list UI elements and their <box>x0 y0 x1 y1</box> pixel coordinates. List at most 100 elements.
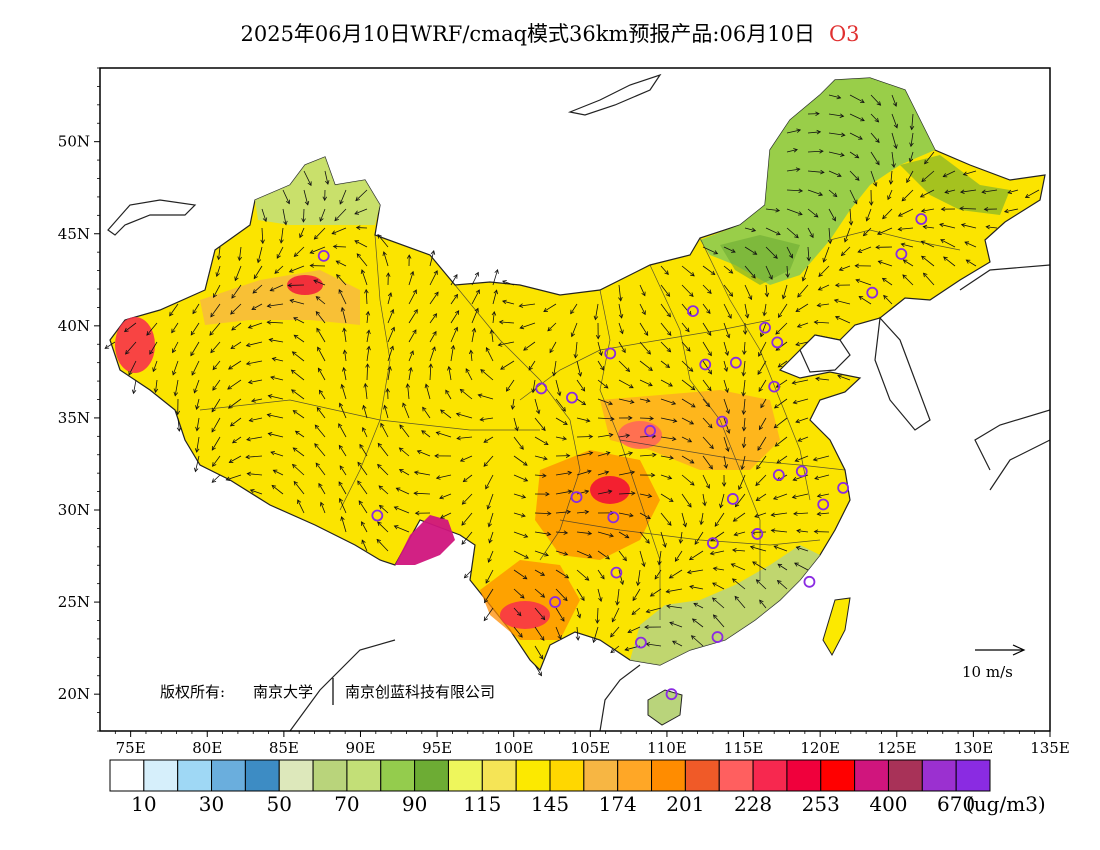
legend-swatch <box>955 759 991 792</box>
lat-tick-label: 20N <box>58 685 90 703</box>
wind-arrow <box>744 227 757 233</box>
wind-arrow <box>793 511 809 516</box>
wind-arrow <box>510 398 516 410</box>
lat-tick-label: 25N <box>58 593 90 611</box>
wind-arrow <box>513 531 529 538</box>
wind-arrow <box>615 588 620 606</box>
wind-arrow <box>639 284 646 297</box>
wind-arrow <box>405 383 411 400</box>
wind-arrow <box>378 504 389 514</box>
wind-arrow <box>712 582 725 590</box>
wind-arrow <box>456 435 473 441</box>
wind-arrow <box>807 111 820 117</box>
wind-arrow <box>334 208 347 222</box>
wind-arrow <box>576 451 594 457</box>
wind-arrow <box>669 621 683 628</box>
wind-arrow <box>229 417 242 427</box>
wind-arrow <box>645 607 662 614</box>
wind-arrow <box>406 254 412 267</box>
wind-arrow <box>776 455 788 464</box>
wind-arrow <box>270 375 284 381</box>
wind-arrow <box>690 635 704 647</box>
wind-arrow <box>744 303 750 319</box>
wind-arrow <box>639 341 651 355</box>
wind-arrow <box>335 260 347 267</box>
wind-arrow <box>468 349 474 362</box>
wind-arrow <box>734 595 746 609</box>
wind-arrow <box>211 417 221 433</box>
legend-tick-label: 670 <box>937 792 976 816</box>
wind-arrow <box>555 607 565 622</box>
wind-arrow <box>555 379 562 397</box>
wind-arrow <box>210 303 221 318</box>
legend-swatch <box>109 759 145 792</box>
wind-arrow <box>402 402 410 419</box>
wind-arrow <box>1024 189 1040 198</box>
wind-arrow <box>576 607 582 619</box>
wind-arrow <box>723 341 730 356</box>
wind-arrow <box>944 189 956 194</box>
wind-arrow <box>597 379 609 389</box>
wind-arrow <box>776 579 788 590</box>
legend-tick-label: 30 <box>198 792 225 816</box>
wind-arrow <box>794 455 809 462</box>
wind-arrow <box>440 409 452 419</box>
wind-arrow <box>172 360 179 376</box>
wind-arrow <box>267 432 284 438</box>
station-marker <box>634 636 647 649</box>
wind-arrow <box>723 284 734 297</box>
wind-arrow <box>660 417 678 423</box>
wind-arrow <box>814 474 830 481</box>
wind-arrow <box>480 369 494 381</box>
wind-arrow <box>513 417 519 432</box>
wind-arrow <box>721 474 727 487</box>
wind-arrow <box>983 206 998 212</box>
wind-arrow <box>660 436 677 442</box>
wind-arrow <box>506 379 515 392</box>
wind-arrow <box>940 206 956 212</box>
wind-arrow <box>597 341 603 357</box>
wind-reference-label: 10 m/s <box>962 663 1013 681</box>
wind-arrow <box>668 569 683 579</box>
wind-arrow <box>131 379 137 395</box>
wind-arrow <box>773 417 788 429</box>
wind-arrow <box>338 481 347 495</box>
wind-arrow <box>534 398 541 415</box>
wind-arrow <box>534 511 552 516</box>
wind-arrow <box>595 607 600 624</box>
wind-arrow <box>817 284 830 291</box>
wind-arrow <box>445 389 452 400</box>
wind-arrow <box>485 347 494 362</box>
wind-arrow <box>428 363 433 381</box>
wind-arrow <box>762 303 767 317</box>
wind-arrow <box>387 308 395 324</box>
wind-arrow <box>666 604 683 609</box>
wind-arrow <box>754 512 767 518</box>
wind-arrow <box>152 360 158 373</box>
wind-arrow <box>408 366 413 381</box>
wind-arrow <box>576 588 585 602</box>
wind-arrow <box>342 366 347 381</box>
legend-swatch <box>278 759 314 792</box>
northeast-green-zone <box>700 78 935 285</box>
wind-arrow <box>807 149 824 154</box>
wind-arrow <box>459 388 473 400</box>
wind-arrow <box>422 406 431 419</box>
wind-arrow <box>543 303 557 312</box>
copyright-prefix: 版权所有: <box>160 683 225 701</box>
wind-arrow <box>902 259 914 267</box>
station-marker <box>915 213 928 225</box>
wind-arrow <box>230 303 242 315</box>
wind-arrow <box>755 493 767 502</box>
wind-arrow <box>332 244 347 249</box>
wind-arrow <box>924 151 935 165</box>
wind-arrow <box>366 345 371 362</box>
wind-arrow <box>356 253 368 267</box>
wind-arrow <box>266 413 284 419</box>
legend-swatch <box>887 759 923 792</box>
wind-arrow <box>575 626 581 641</box>
wind-arrow <box>870 170 878 187</box>
wind-arrow <box>435 474 452 480</box>
wind-arrow <box>395 487 410 495</box>
wind-arrow <box>555 470 573 476</box>
